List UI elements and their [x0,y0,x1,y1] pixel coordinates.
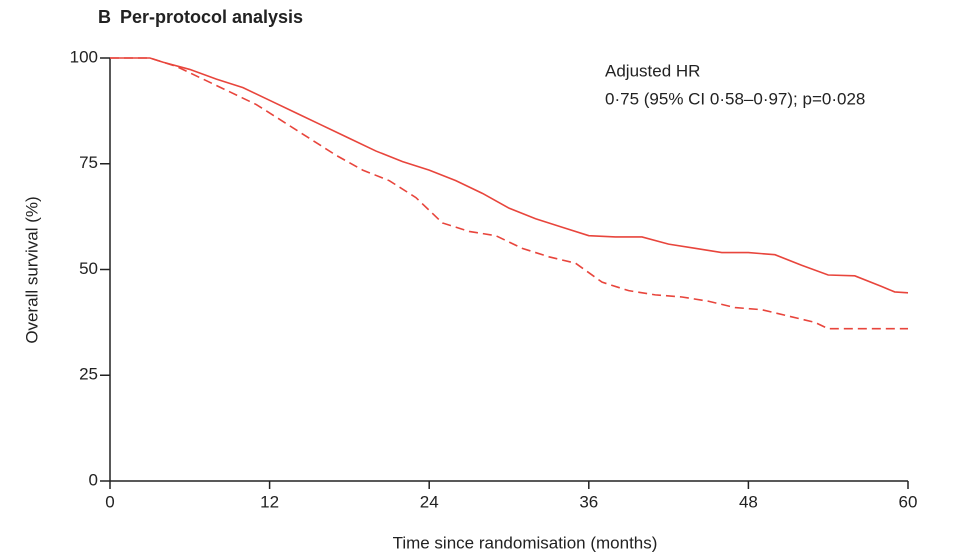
y-axis-label: Overall survival (%) [22,196,41,343]
x-tick-label: 36 [579,492,598,511]
survival-curve [110,57,908,330]
x-axis-label: Time since randomisation (months) [393,533,658,552]
x-tick-label: 48 [739,492,758,511]
y-tick-label: 100 [70,47,98,66]
y-tick-label: 50 [79,259,98,278]
survival-curve [110,57,909,294]
y-tick-label: 25 [79,365,98,384]
x-tick-label: 12 [260,492,279,511]
annotation: Adjusted HR [605,61,700,80]
y-tick-label: 0 [89,470,98,489]
y-tick-label: 75 [79,153,98,172]
panel-label: B [98,7,111,27]
x-tick-label: 0 [105,492,114,511]
x-tick-label: 60 [899,492,918,511]
chart-title: Per-protocol analysis [120,7,303,27]
annotation: 0·75 (95% CI 0·58–0·97); p=0·028 [605,89,865,108]
x-tick-label: 24 [420,492,439,511]
